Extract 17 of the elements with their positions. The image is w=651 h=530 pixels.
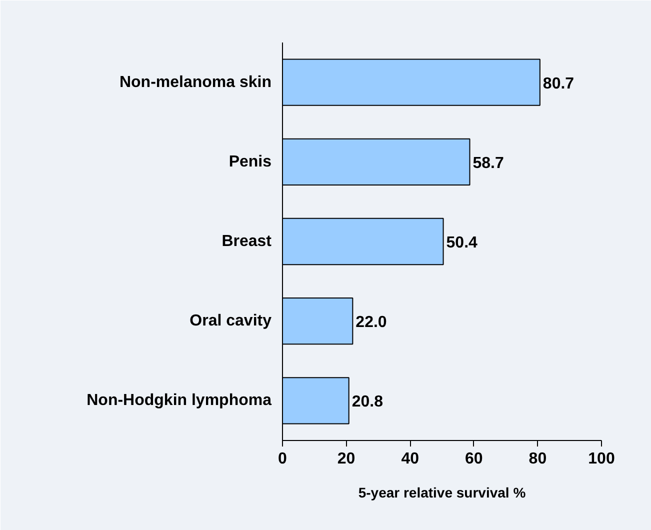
y-tick-label: Non-melanoma skin	[119, 74, 272, 91]
y-tick-label: Penis	[228, 153, 272, 170]
data-label: 58.7	[472, 154, 504, 172]
data-label: 50.4	[446, 234, 478, 252]
y-tick-label: Oral cavity	[190, 312, 272, 330]
x-tick-label: 80	[528, 450, 547, 468]
data-label: 80.7	[542, 75, 574, 92]
x-tick-label: 20	[337, 450, 356, 468]
data-label: 20.8	[352, 394, 384, 411]
x-tick-label: 0	[278, 450, 288, 468]
x-tick-label: 100	[588, 450, 615, 468]
y-tick-label: Breast	[222, 233, 272, 250]
x-axis-title: 5-year relative survival %	[358, 484, 526, 500]
data-label: 22.0	[356, 314, 387, 332]
x-tick-label: 40	[401, 450, 420, 468]
y-tick-label: Non-Hodgkin lymphoma	[86, 392, 272, 410]
x-tick-label: 60	[465, 450, 483, 468]
